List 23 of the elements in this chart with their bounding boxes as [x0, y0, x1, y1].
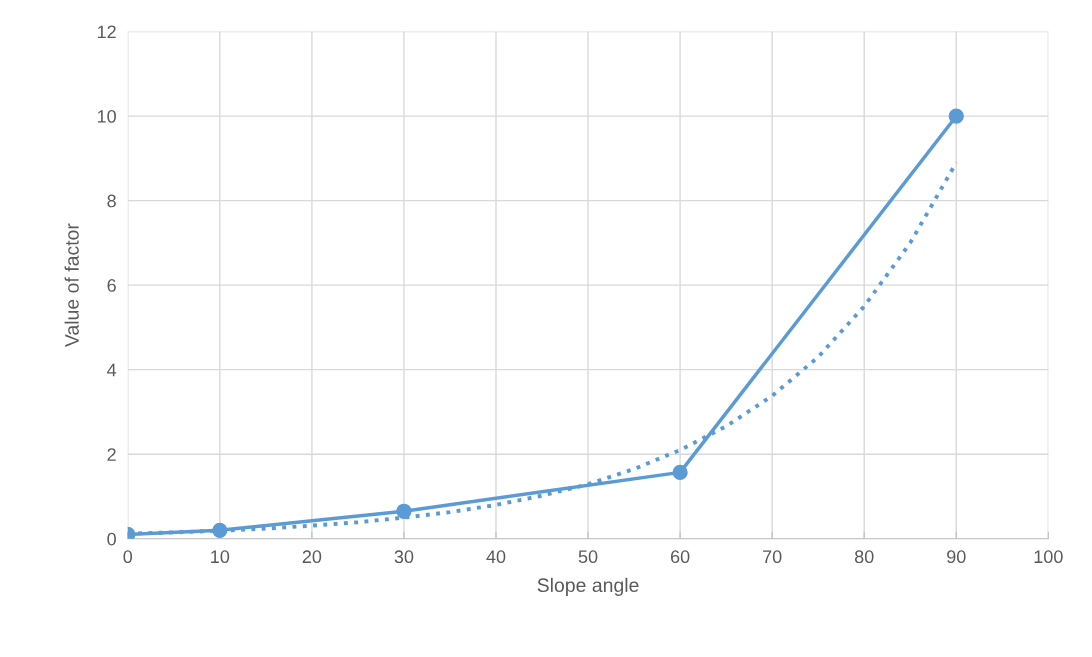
- point: [948, 108, 964, 124]
- point: [672, 464, 688, 481]
- x-tick-label: 20: [302, 550, 322, 564]
- point: [396, 503, 412, 519]
- y-tick-label: 6: [107, 279, 116, 292]
- y-axis-title: Value of factor: [64, 223, 79, 348]
- y-tick-label: 12: [97, 25, 116, 39]
- x-tick-label: 40: [486, 550, 506, 564]
- y-tick-label: 2: [107, 448, 116, 461]
- y-tick-label: 4: [107, 363, 117, 377]
- x-tick-label: 90: [947, 550, 966, 564]
- x-tick-label: 10: [211, 550, 230, 564]
- x-tick-label: 30: [394, 550, 414, 564]
- x-tick-label: 100: [1034, 550, 1063, 564]
- x-tick-label: 60: [670, 550, 690, 564]
- y-tick-label: 0: [107, 532, 116, 546]
- x-tick-label: 50: [578, 550, 598, 564]
- y-tick-label: 8: [107, 194, 116, 208]
- x-tick-label: 0: [123, 550, 133, 564]
- x-tick-label: 70: [763, 550, 782, 564]
- x-axis-title: Slope angle: [537, 577, 639, 596]
- y-tick-label: 10: [97, 110, 116, 123]
- x-tick-label: 80: [854, 550, 874, 564]
